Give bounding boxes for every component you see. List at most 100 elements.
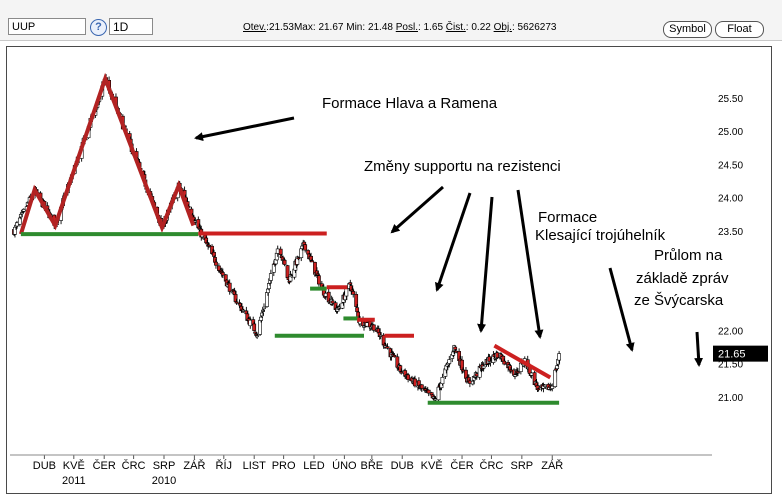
net-value: 0.22	[471, 22, 491, 33]
resistance-line	[493, 343, 552, 380]
breakout-annotation-line2: základě zpráv	[636, 270, 729, 287]
float-button[interactable]: Float	[715, 21, 764, 38]
x-tick-label: ZÁŘ	[541, 459, 563, 472]
open-value: 21.53	[268, 22, 294, 33]
x-tick-label: ČRC	[122, 459, 146, 472]
candle-body	[447, 359, 452, 364]
annotation-arrow	[608, 267, 635, 352]
x-tick-label: LED	[303, 460, 324, 472]
candle-body	[18, 214, 23, 218]
candle-body	[392, 355, 397, 358]
candle-body	[355, 307, 360, 312]
y-tick-label: 21.00	[718, 393, 743, 404]
candle-body	[550, 385, 555, 389]
candle-body	[385, 346, 390, 349]
triangle-annotation-line2: Klesající trojúhelník	[535, 227, 666, 244]
candle-body	[266, 288, 270, 293]
y-tick-label: 23.50	[718, 227, 743, 238]
y-tick-label: 24.50	[718, 160, 743, 171]
candle-body	[426, 389, 431, 394]
last-value: 1.65	[423, 22, 444, 33]
candle-body	[239, 306, 244, 312]
x-tick-label: ÚNO	[332, 459, 357, 472]
annotation-arrow	[477, 196, 494, 333]
candle-body	[259, 316, 263, 321]
chart-area[interactable]	[6, 46, 772, 494]
candle-body	[252, 323, 257, 331]
candle-body	[316, 273, 320, 276]
candle-body	[532, 372, 537, 386]
candle-body	[295, 256, 300, 265]
x-tick-label: SRP	[153, 460, 176, 472]
candle-body	[419, 384, 424, 389]
x-tick-label: PRO	[272, 460, 296, 472]
last-price-label: 21.65	[718, 349, 746, 361]
candle-body	[207, 244, 211, 247]
candle-body	[214, 261, 218, 266]
candle-body	[268, 273, 273, 281]
quote-summary: Otev.:21.53Max: 21.67 Min: 21.48 Posl.: …	[243, 22, 557, 33]
symbol-button[interactable]: Symbol	[663, 21, 712, 38]
candle-body	[260, 312, 264, 317]
annotation-arrow	[434, 192, 472, 292]
y-tick-label: 22.00	[718, 326, 743, 337]
net-label: Čist.	[445, 22, 466, 33]
candle-body	[317, 275, 321, 285]
y-tick-label: 21.50	[718, 360, 743, 371]
candle-body	[440, 377, 445, 385]
help-icon[interactable]: ?	[90, 19, 107, 36]
candle-body	[340, 302, 345, 309]
x-tick-label: SRP	[511, 460, 534, 472]
candle-body	[282, 259, 287, 265]
last-price-box	[713, 345, 768, 362]
candle-body	[19, 212, 24, 215]
x-tick-label: ČRC	[480, 459, 504, 472]
candle-body	[354, 294, 359, 307]
candle-body	[261, 310, 265, 312]
max-label: Max	[293, 22, 313, 33]
toolbar: UUP ? 1D Otev.:21.53Max: 21.67 Min: 21.4…	[0, 0, 782, 41]
candle-body	[227, 282, 232, 292]
vol-value: 5626273	[517, 22, 557, 33]
support-resistance-annotation: Změny supportu na rezistenci	[364, 158, 561, 175]
candle-body	[513, 374, 517, 377]
candle-body	[220, 272, 225, 276]
candle-body	[502, 360, 507, 365]
candle-body	[262, 306, 266, 310]
y-tick-label: 24.00	[718, 194, 743, 205]
candle-body	[417, 380, 421, 386]
candle-body	[310, 260, 314, 263]
candle-body	[296, 257, 301, 260]
candle-body	[288, 274, 293, 282]
candle-body	[351, 291, 356, 295]
candle-body	[555, 365, 560, 369]
annotation-arrow	[516, 189, 544, 339]
y-tick-label: 25.00	[718, 127, 743, 138]
x-tick-label: ZÁŘ	[183, 459, 205, 472]
timeframe-input[interactable]: 1D	[109, 18, 153, 35]
min-value: 21.48	[367, 22, 393, 33]
x-tick-label: DUB	[33, 460, 56, 472]
candle-body	[233, 294, 238, 302]
candle-body	[344, 288, 349, 297]
candle-body	[451, 351, 456, 356]
x-tick-label: KVĚ	[63, 459, 85, 472]
x-tick-label: ŘÍJ	[216, 459, 233, 472]
candle-body	[309, 255, 313, 261]
min-label: Min	[346, 22, 363, 33]
candle-body	[238, 303, 243, 307]
candle-body	[406, 374, 411, 380]
year-label: 2010	[152, 475, 176, 487]
x-tick-label: ČER	[93, 459, 116, 472]
open-label: Otev.	[243, 22, 267, 33]
candle-body	[453, 346, 458, 350]
symbol-input[interactable]: UUP	[8, 18, 86, 35]
candle-body	[536, 388, 541, 391]
max-value: 21.67	[318, 22, 344, 33]
triangle-annotation-line1: Formace	[538, 209, 597, 226]
candle-body	[516, 371, 520, 374]
annotation-arrow	[390, 185, 444, 234]
candle-body	[371, 324, 376, 331]
breakout-annotation-line3: ze Švýcarska	[634, 292, 724, 309]
y-tick-label: 25.50	[718, 94, 743, 105]
